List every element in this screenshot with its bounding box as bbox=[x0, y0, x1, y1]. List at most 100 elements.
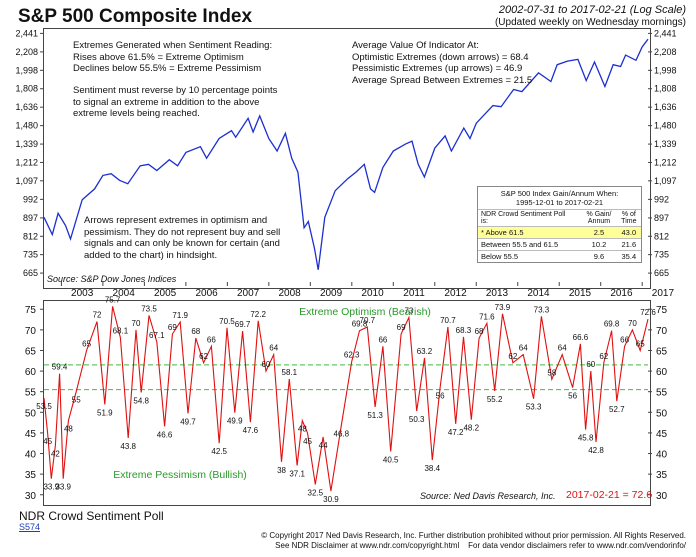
stats-col-header: % Gain/Annum bbox=[581, 209, 617, 227]
y-tick-label: 65 bbox=[25, 346, 37, 357]
y-tick-label: 1,212 bbox=[654, 157, 677, 167]
stats-table-title: S&P 500 Index Gain/Annum When: 1995-12-0… bbox=[478, 187, 641, 209]
sentiment-value-label: 73 bbox=[404, 306, 413, 315]
y-tick-label: 55 bbox=[25, 388, 37, 399]
sentiment-value-label: 64 bbox=[269, 344, 278, 353]
sentiment-value-label: 58 bbox=[547, 368, 556, 377]
latest-reading: 2017-02-21 = 72.6 bbox=[566, 489, 653, 501]
y-tick-label: 1,998 bbox=[654, 65, 677, 75]
extremes-note-line: Rises above 61.5% = Extreme Optimism bbox=[73, 51, 244, 63]
sentiment-value-label: 63.2 bbox=[417, 347, 433, 356]
sentiment-value-label: 46.8 bbox=[334, 429, 350, 438]
sentiment-value-label: 53.3 bbox=[526, 403, 542, 412]
sentiment-value-label: 68 bbox=[475, 327, 484, 336]
sentiment-value-label: 60 bbox=[586, 360, 595, 369]
sentiment-value-label: 68.3 bbox=[456, 326, 472, 335]
x-tick-label: 2010 bbox=[361, 288, 384, 299]
y-tick-label: 45 bbox=[656, 429, 668, 440]
sentiment-value-label: 64 bbox=[519, 344, 528, 353]
table-cell: 43.0 bbox=[616, 226, 641, 239]
reversal-note: Sentiment must reverse by 10 percentage … bbox=[73, 85, 277, 120]
sentiment-value-label: 65 bbox=[636, 339, 645, 348]
sentiment-value-label: 54.8 bbox=[133, 397, 149, 406]
source-bottom: Source: Ned Davis Research, Inc. bbox=[420, 491, 556, 501]
optimism-label: Extreme Optimism (Bearish) bbox=[299, 306, 431, 318]
stats-col-header-line: % Gain/ bbox=[586, 211, 612, 218]
y-tick-label: 992 bbox=[654, 194, 669, 204]
update-note: (Updated weekly on Wednesday mornings) bbox=[494, 17, 686, 28]
y-tick-label: 897 bbox=[23, 213, 38, 223]
y-tick-label: 75 bbox=[25, 305, 37, 316]
y-tick-label: 2,441 bbox=[15, 28, 38, 38]
arrows-note-line: signals and can only be known for certai… bbox=[84, 238, 280, 249]
x-tick-label: 2005 bbox=[154, 288, 177, 299]
sentiment-value-label: 69.8 bbox=[352, 320, 368, 329]
sentiment-value-label: 53.5 bbox=[36, 402, 52, 411]
disclaimer-link[interactable]: See NDR Disclaimer at www.ndr.com/copyri… bbox=[275, 541, 460, 550]
chart-code-link[interactable]: S574 bbox=[19, 522, 41, 532]
extremes-note-line: Extremes Generated when Sentiment Readin… bbox=[73, 40, 273, 51]
table-cell: Below 55.5 bbox=[478, 250, 582, 262]
sentiment-value-label: 49.9 bbox=[227, 417, 243, 426]
x-tick-label: 2009 bbox=[320, 288, 343, 299]
stats-table-header-row: NDR Crowd Sentiment Poll is: % Gain/Annum… bbox=[478, 209, 641, 227]
stats-table-grid: NDR Crowd Sentiment Poll is: % Gain/Annum… bbox=[478, 209, 641, 262]
stats-table-title-line: 1995-12-01 to 2017-02-21 bbox=[515, 198, 604, 207]
x-tick-label: 2013 bbox=[486, 288, 509, 299]
sentiment-value-label: 56 bbox=[436, 392, 445, 401]
x-tick-label: 2012 bbox=[444, 288, 467, 299]
sentiment-value-label: 66 bbox=[620, 335, 629, 344]
average-note: Average Value Of Indicator At: Optimisti… bbox=[352, 40, 532, 86]
average-note-line: Average Value Of Indicator At: bbox=[352, 40, 479, 51]
sentiment-value-label: 65 bbox=[82, 339, 91, 348]
vendor-link[interactable]: For data vendor disclaimers refer to www… bbox=[468, 541, 686, 550]
y-tick-label: 1,480 bbox=[15, 121, 38, 131]
x-tick-label: 2008 bbox=[278, 288, 301, 299]
sentiment-line bbox=[43, 306, 649, 492]
sentiment-value-label: 70 bbox=[628, 319, 637, 328]
stats-col-header-line: Annum bbox=[587, 218, 611, 225]
table-row: Below 55.5 9.6 35.4 bbox=[478, 250, 641, 262]
sentiment-value-label: 66 bbox=[378, 335, 387, 344]
stats-col-header-line: Time bbox=[621, 218, 637, 225]
average-note-line: Average Spread Between Extremes = 21.5 bbox=[352, 74, 533, 86]
arrows-note-line: Arrows represent extremes in optimism an… bbox=[84, 215, 268, 226]
table-cell: * Above 61.5 bbox=[478, 226, 582, 239]
sentiment-value-label: 32.5 bbox=[308, 488, 324, 497]
y-tick-label: 1,636 bbox=[654, 102, 677, 112]
sentiment-value-label: 69 bbox=[397, 323, 406, 332]
y-tick-label: 65 bbox=[656, 346, 668, 357]
chart-footer-title: NDR Crowd Sentiment Poll bbox=[19, 509, 164, 523]
x-tick-label: 2015 bbox=[569, 288, 592, 299]
stats-col-header: NDR Crowd Sentiment Poll is: bbox=[478, 209, 582, 227]
y-tick-label: 812 bbox=[23, 231, 38, 241]
sentiment-value-label: 48 bbox=[298, 425, 307, 434]
sentiment-value-label: 68 bbox=[191, 327, 200, 336]
table-cell: 2.5 bbox=[581, 226, 617, 239]
x-tick-label: 2011 bbox=[403, 288, 425, 299]
y-tick-label: 55 bbox=[656, 388, 668, 399]
y-tick-label: 2,208 bbox=[15, 47, 38, 57]
sentiment-value-label: 40.5 bbox=[383, 455, 399, 464]
y-tick-label: 1,998 bbox=[15, 65, 38, 75]
sentiment-value-label: 62 bbox=[199, 352, 208, 361]
y-tick-label: 45 bbox=[25, 429, 37, 440]
arrows-note-line: pessimism. They do not represent buy and… bbox=[84, 226, 281, 238]
stats-col-header-line: NDR Crowd Sentiment Poll bbox=[481, 211, 566, 218]
y-tick-label: 1,339 bbox=[654, 139, 677, 149]
sentiment-value-label: 45 bbox=[303, 437, 312, 446]
sentiment-value-label: 73.3 bbox=[534, 305, 550, 314]
y-tick-label: 1,808 bbox=[15, 84, 38, 94]
sentiment-value-label: 48.2 bbox=[463, 424, 479, 433]
y-tick-label: 30 bbox=[25, 491, 37, 502]
sentiment-value-label: 42.8 bbox=[588, 446, 604, 455]
table-cell: 10.2 bbox=[581, 238, 617, 251]
sentiment-value-label: 52.7 bbox=[609, 405, 625, 414]
y-tick-label: 812 bbox=[654, 231, 669, 241]
sentiment-value-label: 47.2 bbox=[448, 428, 464, 437]
x-tick-label: 2016 bbox=[610, 288, 633, 299]
sentiment-value-label: 70 bbox=[132, 319, 141, 328]
y-tick-label: 75 bbox=[656, 305, 668, 316]
y-tick-label: 1,212 bbox=[15, 157, 38, 167]
y-tick-label: 70 bbox=[656, 326, 668, 337]
